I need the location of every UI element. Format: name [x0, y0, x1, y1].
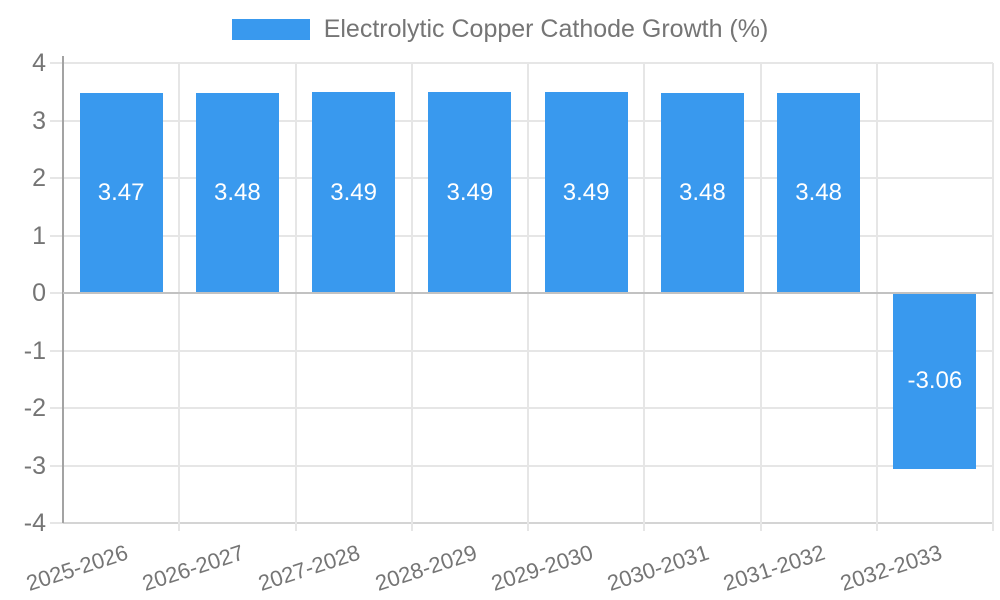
chart-legend[interactable]: Electrolytic Copper Cathode Growth (%): [0, 14, 1000, 44]
legend-label: Electrolytic Copper Cathode Growth (%): [323, 15, 769, 43]
v-gridline: [992, 63, 994, 531]
y-tick-mark: [50, 292, 63, 294]
x-axis-tick-label: 2025-2026: [23, 539, 131, 596]
y-axis-tick-label: -1: [23, 336, 46, 365]
y-axis-tick-label: -4: [23, 509, 46, 537]
x-axis-tick-label: 2031-2032: [720, 539, 829, 596]
x-axis-tick-label: 2032-2033: [836, 539, 945, 596]
y-axis-tick-label: 1: [32, 221, 46, 250]
x-axis-tick-label: 2029-2030: [488, 539, 596, 596]
bar-value-label: 3.48: [214, 178, 261, 206]
legend-swatch: [231, 18, 310, 40]
x-axis-tick-label: 2028-2029: [371, 539, 480, 596]
v-gridline: [643, 63, 646, 531]
y-tick-mark: [50, 349, 63, 352]
bar-value-label: 3.48: [795, 178, 842, 206]
y-tick-mark: [50, 522, 63, 524]
bar-value-label: 3.49: [446, 178, 494, 206]
y-tick-mark: [50, 407, 63, 409]
zero-gridline: [63, 292, 993, 294]
y-axis-tick-label: -2: [23, 394, 46, 422]
bar-2026-2027[interactable]: [195, 92, 279, 293]
bar-2032-2033[interactable]: [893, 293, 977, 469]
v-gridline: [410, 63, 413, 531]
y-axis-tick-label: 2: [32, 164, 46, 192]
y-tick-mark: [50, 464, 63, 467]
bar-2025-2026[interactable]: [79, 93, 163, 293]
y-axis-tick-label: 4: [32, 49, 46, 77]
bar-2028-2029[interactable]: [428, 92, 512, 293]
bar-value-label: -3.06: [907, 366, 963, 394]
x-axis-tick-label: 2027-2028: [255, 539, 364, 596]
bar-2027-2028[interactable]: [312, 92, 396, 293]
bar-value-label: 3.47: [97, 179, 145, 207]
bar-value-label: 3.49: [330, 178, 377, 206]
y-axis-tick-label: -3: [23, 451, 46, 480]
x-axis-tick-label: 2030-2031: [604, 539, 713, 596]
bar-2031-2032[interactable]: [777, 92, 861, 293]
y-tick-mark: [50, 119, 63, 122]
v-gridline: [527, 63, 529, 531]
y-tick-mark: [50, 62, 63, 64]
y-axis-tick-label: 0: [32, 279, 46, 307]
bar-value-label: 3.49: [562, 178, 610, 206]
x-axis-tick-label: 2026-2027: [139, 539, 248, 596]
v-gridline: [294, 63, 297, 531]
y-tick-mark: [50, 177, 63, 179]
bar-value-label: 3.48: [679, 178, 726, 206]
y-tick-mark: [50, 234, 63, 237]
y-axis-line: [62, 56, 64, 523]
v-gridline: [875, 63, 878, 531]
bar-2030-2031[interactable]: [660, 92, 744, 293]
v-gridline: [759, 63, 762, 531]
y-axis-tick-label: 3: [32, 106, 46, 135]
v-gridline: [178, 63, 181, 531]
bar-2029-2030[interactable]: [544, 92, 628, 293]
